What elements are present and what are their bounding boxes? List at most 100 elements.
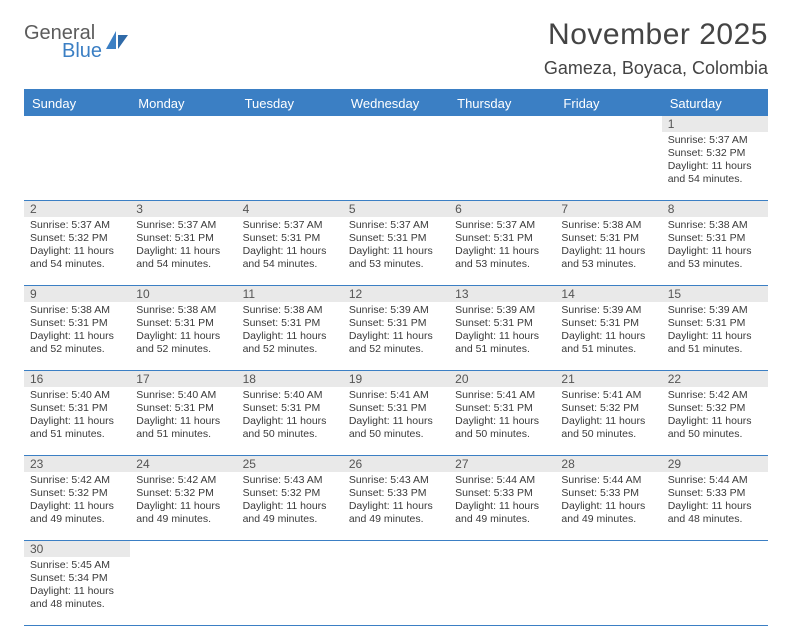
day-number-row: 30 — [24, 541, 768, 557]
day-number: 16 — [24, 371, 130, 387]
day-number-row: 23242526272829 — [24, 456, 768, 472]
day-cell: Sunrise: 5:43 AMSunset: 5:33 PMDaylight:… — [343, 472, 449, 540]
day-cell: Sunrise: 5:44 AMSunset: 5:33 PMDaylight:… — [662, 472, 768, 540]
day-header: Friday — [555, 91, 661, 116]
sunset-text: Sunset: 5:32 PM — [243, 487, 337, 500]
location: Gameza, Boyaca, Colombia — [544, 58, 768, 79]
sunset-text: Sunset: 5:34 PM — [30, 572, 124, 585]
sunrise-text: Sunrise: 5:44 AM — [455, 474, 549, 487]
day-cell: Sunrise: 5:40 AMSunset: 5:31 PMDaylight:… — [130, 387, 236, 455]
sunset-text: Sunset: 5:32 PM — [668, 147, 762, 160]
sunrise-text: Sunrise: 5:38 AM — [136, 304, 230, 317]
day-cell: Sunrise: 5:38 AMSunset: 5:31 PMDaylight:… — [24, 302, 130, 370]
sunrise-text: Sunrise: 5:37 AM — [455, 219, 549, 232]
sunset-text: Sunset: 5:32 PM — [30, 232, 124, 245]
daylight-text-1: Daylight: 11 hours — [136, 500, 230, 513]
sunrise-text: Sunrise: 5:41 AM — [455, 389, 549, 402]
daylight-text-1: Daylight: 11 hours — [243, 415, 337, 428]
sunset-text: Sunset: 5:31 PM — [561, 232, 655, 245]
sunrise-text: Sunrise: 5:42 AM — [30, 474, 124, 487]
day-number: 15 — [662, 286, 768, 302]
daylight-text-2: and 54 minutes. — [243, 258, 337, 271]
sunset-text: Sunset: 5:31 PM — [455, 232, 549, 245]
day-cell: Sunrise: 5:43 AMSunset: 5:32 PMDaylight:… — [237, 472, 343, 540]
week-row: Sunrise: 5:42 AM Sunset: 5:32 PM Daylight:… — [24, 472, 768, 541]
day-cell-empty — [24, 132, 130, 200]
day-header-row: SundayMondayTuesdayWednesdayThursdayFrid… — [24, 91, 768, 116]
day-number: 18 — [237, 371, 343, 387]
day-header: Sunday — [24, 91, 130, 116]
day-cell-empty — [237, 132, 343, 200]
daylight-text-2: and 52 minutes. — [30, 343, 124, 356]
sail-icon — [104, 29, 130, 56]
sunrise-text: Sunrise: 5:41 AM — [349, 389, 443, 402]
sunrise-text: Sunrise: 5:39 AM — [349, 304, 443, 317]
daylight-text-2: and 50 minutes. — [455, 428, 549, 441]
logo-word-2: Blue — [62, 40, 102, 62]
daylight-text-1: Daylight: 11 hours — [243, 245, 337, 258]
daylight-text-2: and 49 minutes. — [243, 513, 337, 526]
daylight-text-1: Daylight: 11 hours — [349, 500, 443, 513]
daylight-text-2: and 49 minutes. — [30, 513, 124, 526]
day-number: 28 — [555, 456, 661, 472]
day-number: 4 — [237, 201, 343, 217]
sunset-text: Sunset: 5:31 PM — [349, 402, 443, 415]
day-cell: Sunrise: 5:39 AMSunset: 5:31 PMDaylight:… — [343, 302, 449, 370]
day-cell: Sunrise: 5:37 AMSunset: 5:31 PMDaylight:… — [449, 217, 555, 285]
daylight-text-2: and 53 minutes. — [668, 258, 762, 271]
daylight-text-1: Daylight: 11 hours — [668, 160, 762, 173]
daylight-text-2: and 50 minutes. — [349, 428, 443, 441]
daylight-text-1: Daylight: 11 hours — [668, 415, 762, 428]
daylight-text-1: Daylight: 11 hours — [349, 415, 443, 428]
daylight-text-2: and 48 minutes. — [30, 598, 124, 611]
page: General Blue November 2025 Gameza, Boyac… — [0, 0, 792, 636]
day-number-row: 2345678 — [24, 201, 768, 217]
day-number-blank — [555, 541, 661, 557]
day-number: 5 — [343, 201, 449, 217]
daylight-text-1: Daylight: 11 hours — [455, 330, 549, 343]
sunrise-text: Sunrise: 5:38 AM — [668, 219, 762, 232]
day-cell: Sunrise: 5:38 AMSunset: 5:31 PMDaylight:… — [130, 302, 236, 370]
day-cell-empty — [237, 557, 343, 625]
sunrise-text: Sunrise: 5:43 AM — [243, 474, 337, 487]
day-number: 30 — [24, 541, 130, 557]
sunrise-text: Sunrise: 5:39 AM — [455, 304, 549, 317]
sunset-text: Sunset: 5:31 PM — [243, 317, 337, 330]
daylight-text-2: and 52 minutes. — [349, 343, 443, 356]
sunrise-text: Sunrise: 5:39 AM — [668, 304, 762, 317]
sunset-text: Sunset: 5:33 PM — [455, 487, 549, 500]
sunrise-text: Sunrise: 5:42 AM — [668, 389, 762, 402]
sunrise-text: Sunrise: 5:44 AM — [561, 474, 655, 487]
daylight-text-2: and 54 minutes. — [30, 258, 124, 271]
sunset-text: Sunset: 5:31 PM — [455, 317, 549, 330]
daylight-text-1: Daylight: 11 hours — [349, 245, 443, 258]
daylight-text-2: and 53 minutes. — [455, 258, 549, 271]
day-cell-empty — [130, 132, 236, 200]
sunset-text: Sunset: 5:32 PM — [668, 402, 762, 415]
daylight-text-1: Daylight: 11 hours — [30, 245, 124, 258]
daylight-text-1: Daylight: 11 hours — [30, 500, 124, 513]
day-number: 14 — [555, 286, 661, 302]
daylight-text-1: Daylight: 11 hours — [455, 500, 549, 513]
day-header: Saturday — [662, 91, 768, 116]
sunset-text: Sunset: 5:31 PM — [561, 317, 655, 330]
sunset-text: Sunset: 5:31 PM — [136, 232, 230, 245]
day-number-row: 1 — [24, 116, 768, 132]
day-number: 20 — [449, 371, 555, 387]
day-number: 29 — [662, 456, 768, 472]
day-cell: Sunrise: 5:42 AMSunset: 5:32 PMDaylight:… — [130, 472, 236, 540]
day-number: 19 — [343, 371, 449, 387]
day-number: 1 — [662, 116, 768, 132]
day-number: 27 — [449, 456, 555, 472]
sunrise-text: Sunrise: 5:40 AM — [30, 389, 124, 402]
day-cell-empty — [343, 132, 449, 200]
sunset-text: Sunset: 5:31 PM — [243, 402, 337, 415]
daylight-text-2: and 49 minutes. — [349, 513, 443, 526]
sunset-text: Sunset: 5:31 PM — [668, 232, 762, 245]
day-number-blank — [24, 116, 130, 132]
title-block: November 2025 Gameza, Boyaca, Colombia — [544, 18, 768, 79]
week-row: Sunrise: 5:40 AMSunset: 5:31 PMDaylight:… — [24, 387, 768, 456]
day-cell: Sunrise: 5:40 AMSunset: 5:31 PMDaylight:… — [237, 387, 343, 455]
day-cell: Sunrise: 5:38 AMSunset: 5:31 PMDaylight:… — [555, 217, 661, 285]
day-cell: Sunrise: 5:37 AMSunset: 5:32 PMDaylight:… — [24, 217, 130, 285]
